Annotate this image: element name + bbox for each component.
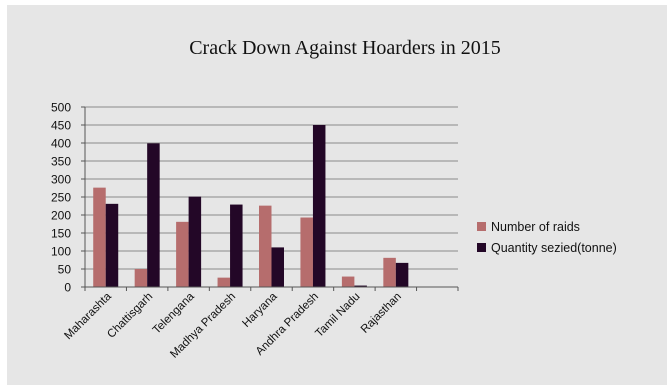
legend-swatch-quantity-sezied-tonne — [477, 243, 486, 252]
y-tick-label-250: 250 — [51, 191, 71, 205]
y-tick-label-50: 50 — [58, 263, 72, 277]
legend: Number of raids Quantity sezied(tonne) — [477, 220, 617, 255]
chart-panel — [7, 5, 667, 385]
bar-number-of-raids-madhya-pradesh — [217, 277, 231, 287]
bar-number-of-raids-tamil-nadu — [341, 276, 355, 287]
bar-quantity-sezied-tonne-haryana — [271, 247, 284, 287]
bar-number-of-raids-maharashta — [93, 187, 106, 287]
y-tick-label-300: 300 — [51, 173, 71, 187]
bar-number-of-raids-chattisgarh — [134, 269, 148, 287]
y-tick-label-0: 0 — [64, 281, 71, 295]
bar-quantity-sezied-tonne-maharashta — [105, 203, 119, 287]
bar-quantity-sezied-tonne-chattisgarh — [147, 143, 160, 287]
y-tick-label-150: 150 — [51, 227, 71, 241]
bar-number-of-raids-andhra-pradesh — [300, 217, 313, 287]
bar-number-of-raids-haryana — [259, 205, 272, 287]
bars — [93, 125, 409, 287]
bar-number-of-raids-telengana — [176, 221, 189, 287]
y-tick-label-450: 450 — [51, 119, 71, 133]
y-tick-label-350: 350 — [51, 155, 71, 169]
y-tick-labels: 0 50 100 150 200 250 300 350 400 450 500 — [51, 101, 71, 295]
bar-quantity-sezied-tonne-madhya-pradesh — [230, 204, 243, 287]
x-tick-label-rajasthan: Rajasthan — [359, 291, 404, 336]
bar-number-of-raids-rajasthan — [383, 257, 396, 287]
bar-quantity-sezied-tonne-telengana — [188, 196, 202, 287]
legend-label-number-of-raids: Number of raids — [491, 220, 580, 234]
axes — [84, 107, 459, 291]
y-tick-label-500: 500 — [51, 101, 71, 115]
y-tick-label-200: 200 — [51, 209, 71, 223]
bar-quantity-sezied-tonne-rajasthan — [395, 262, 409, 287]
bar-quantity-sezied-tonne-andhra-pradesh — [312, 125, 326, 287]
legend-swatch-number-of-raids — [477, 222, 486, 231]
x-tick-label-haryana: Haryana — [240, 290, 280, 330]
x-tick-label-tamil-nadu: Tamil Nadu — [313, 291, 362, 340]
y-tick-label-400: 400 — [51, 137, 71, 151]
chart-title: Crack Down Against Hoarders in 2015 — [189, 37, 501, 59]
legend-label-quantity-sezied-tonne: Quantity sezied(tonne) — [491, 241, 617, 255]
bar-quantity-sezied-tonne-tamil-nadu — [354, 285, 367, 287]
y-tick-label-100: 100 — [51, 245, 71, 259]
